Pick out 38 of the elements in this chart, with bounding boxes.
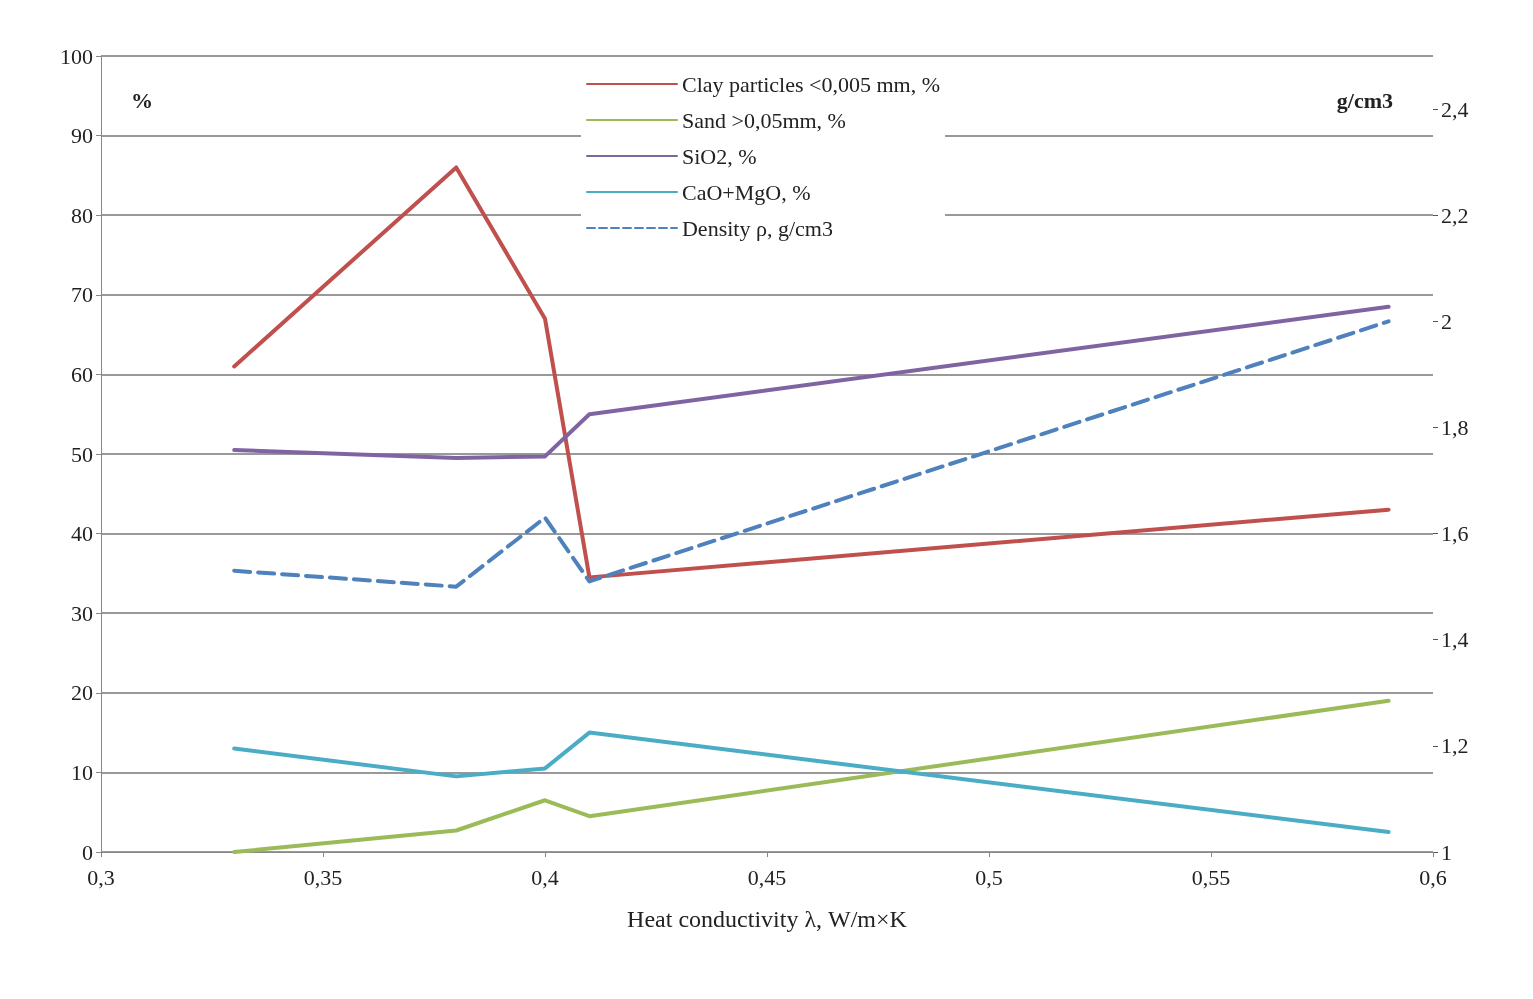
y-tick-label: 100 bbox=[60, 43, 93, 69]
x-axis-title: Heat conductivity λ, W/m×K bbox=[627, 906, 908, 932]
y-tick-label: 20 bbox=[71, 680, 93, 706]
y-tick-label: 0 bbox=[82, 839, 93, 865]
y2-tick-label: 1,4 bbox=[1441, 627, 1469, 653]
y-tick-label: 70 bbox=[71, 282, 93, 308]
y2-tick-label: 1,8 bbox=[1441, 414, 1469, 440]
legend-label: SiO2, % bbox=[681, 143, 757, 169]
x-tick-label: 0,45 bbox=[747, 864, 787, 890]
y-tick-label: 40 bbox=[71, 521, 93, 547]
line-series bbox=[232, 730, 1391, 835]
legend-label: CaO+MgO, % bbox=[681, 179, 811, 205]
line-series bbox=[232, 304, 1391, 460]
y-axis-title: % bbox=[131, 87, 153, 113]
x-tick-label: 0,55 bbox=[1191, 864, 1231, 890]
y2-tick-label: 2,2 bbox=[1441, 202, 1469, 228]
y2-tick-label: 1,6 bbox=[1441, 521, 1469, 547]
legend-label: Density ρ, g/cm3 bbox=[681, 215, 833, 241]
y2-tick-label: 1,2 bbox=[1441, 733, 1469, 759]
line-series bbox=[232, 319, 1391, 589]
x-tick-label: 0,35 bbox=[303, 864, 343, 890]
y2-tick-label: 2 bbox=[1441, 308, 1452, 334]
y-tick-label: 60 bbox=[71, 361, 93, 387]
y-tick-label: 30 bbox=[71, 600, 93, 626]
line-series bbox=[232, 698, 1391, 854]
y2-tick-label: 2,4 bbox=[1441, 96, 1469, 122]
y-tick-label: 50 bbox=[71, 441, 93, 467]
x-tick-label: 0,3 bbox=[87, 864, 115, 890]
legend-label: Clay particles <0,005 mm, % bbox=[681, 71, 941, 97]
x-tick-label: 0,5 bbox=[975, 864, 1003, 890]
y2-tick-label: 1 bbox=[1441, 839, 1452, 865]
y2-axis-title: g/cm3 bbox=[1336, 87, 1393, 113]
x-tick-label: 0,4 bbox=[531, 864, 559, 890]
x-tick-label: 0,6 bbox=[1419, 864, 1447, 890]
y-tick-label: 10 bbox=[71, 759, 93, 785]
y-tick-label: 90 bbox=[71, 123, 93, 149]
legend-label: Sand >0,05mm, % bbox=[681, 107, 846, 133]
y-tick-label: 80 bbox=[71, 202, 93, 228]
